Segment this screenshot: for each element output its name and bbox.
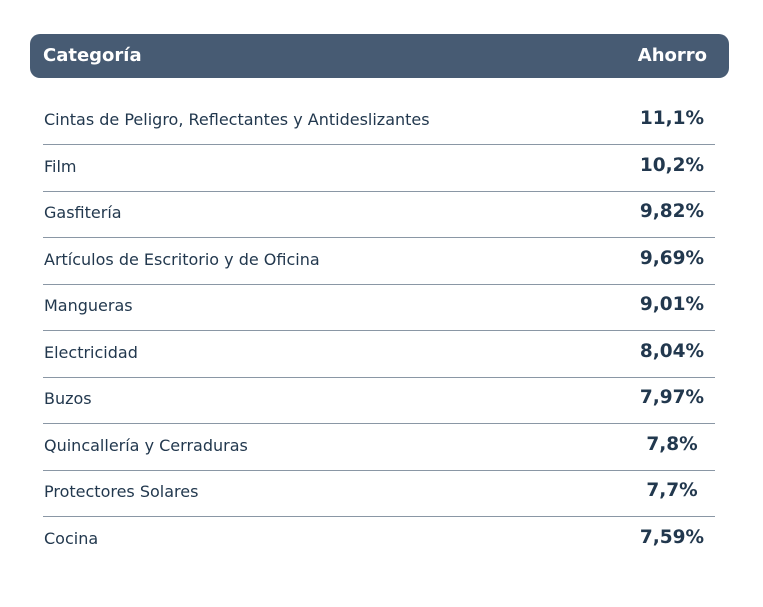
category-cell: Protectores Solares bbox=[44, 482, 199, 501]
category-cell: Cocina bbox=[44, 528, 99, 548]
table-row: Buzos 7,97% bbox=[43, 377, 715, 424]
table-row: Film 10,2% bbox=[43, 145, 715, 192]
table-row: Mangueras 9,01% bbox=[43, 284, 715, 331]
savings-cell: 7,97% bbox=[639, 387, 705, 408]
table-header: Categoría Ahorro bbox=[30, 34, 729, 78]
category-cell: Buzos bbox=[44, 389, 92, 408]
savings-cell: 11,1% bbox=[639, 108, 705, 129]
table-row: Cocina 7,59% bbox=[43, 517, 715, 563]
header-cell: Ahorro bbox=[637, 45, 707, 66]
category-cell: Cintas de Peligro, Reflectantes y Antide… bbox=[44, 110, 430, 129]
savings-cell: 9,82% bbox=[639, 201, 705, 222]
savings-cell: 7,59% bbox=[639, 526, 705, 548]
category-cell: Quincallería y Cerraduras bbox=[44, 435, 248, 455]
category-cell: Mangueras bbox=[44, 296, 133, 315]
category-cell: Gasfitería bbox=[44, 203, 122, 222]
savings-cell: 8,04% bbox=[639, 340, 705, 362]
savings-cell: 10,2% bbox=[639, 154, 705, 176]
category-cell: Artículos de Escritorio y de Oficina bbox=[44, 249, 320, 269]
table-row: Gasfitería 9,82% bbox=[43, 191, 715, 238]
table-row: Cintas de Peligro, Reflectantes y Antide… bbox=[43, 98, 715, 145]
savings-cell: 7,7% bbox=[646, 480, 698, 501]
savings-cell: 9,69% bbox=[639, 247, 705, 269]
table-row: Protectores Solares 7,7% bbox=[43, 470, 715, 517]
table-row: Electricidad 8,04% bbox=[43, 331, 715, 378]
header-cell: Categoría bbox=[43, 45, 142, 66]
savings-cell: 9,01% bbox=[639, 294, 705, 315]
table-row: Quincallería y Cerraduras 7,8% bbox=[43, 424, 715, 471]
savings-cell: 7,8% bbox=[646, 433, 698, 455]
table-row: Artículos de Escritorio y de Oficina 9,69… bbox=[43, 238, 715, 285]
category-cell: Film bbox=[44, 156, 77, 176]
category-cell: Electricidad bbox=[44, 342, 138, 362]
